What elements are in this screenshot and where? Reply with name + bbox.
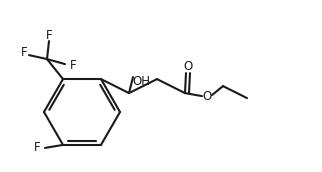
- Text: F: F: [46, 29, 52, 42]
- Text: OH: OH: [132, 75, 150, 88]
- Text: F: F: [21, 46, 27, 59]
- Text: O: O: [202, 90, 212, 103]
- Text: O: O: [183, 60, 193, 73]
- Text: F: F: [34, 141, 40, 154]
- Text: F: F: [70, 59, 76, 72]
